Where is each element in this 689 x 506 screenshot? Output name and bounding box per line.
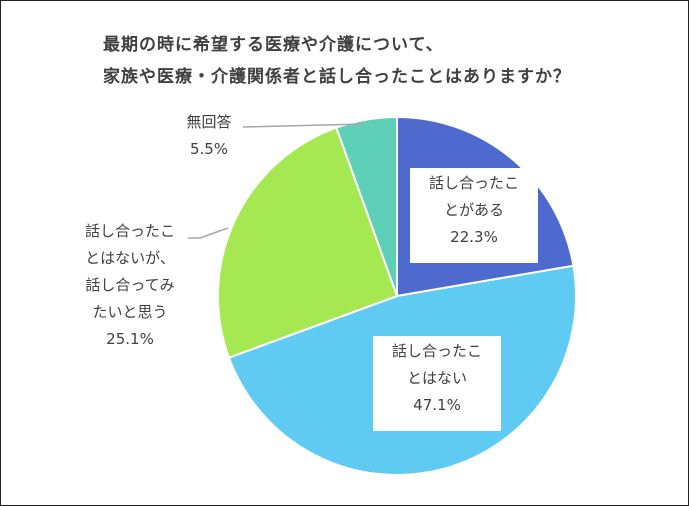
label-box-discussed [410,168,538,263]
slice-value-not-discussed: 47.1% [413,396,461,414]
slice-category-discussed: 話し合ったこ [429,174,519,192]
slice-label-no-answer: 無回答 5.5% [186,113,231,158]
leader-line-not-yet-want-to [188,227,229,239]
slice-category-not-discussed: とはない [407,369,467,387]
slice-value-no-answer: 5.5% [190,140,228,158]
pie-slice-not-yet-want-to [217,126,399,359]
chart-title-line-2: 家族や医療・介護関係者と話し合ったことはありますか？ [103,67,571,87]
slice-category-not-discussed: 話し合ったこ [392,342,482,360]
slice-value-not-yet-want-to: 25.1% [106,330,154,348]
slice-category-no-answer: 無回答 [186,113,231,131]
leader-line-no-answer [242,123,366,128]
label-box-not-discussed [373,336,501,431]
slice-category-discussed: とがある [444,201,504,219]
pie-slice-no-answer [335,115,398,297]
slice-category-not-yet-want-to: 話し合ったこ [85,222,175,240]
slice-category-not-yet-want-to: たいと思う [92,303,167,321]
slice-category-not-yet-want-to: 話し合ってみ [85,276,174,294]
chart-title-line-1: 最期の時に希望する医療や介護について、 [103,35,444,55]
chart-title: 最期の時に希望する医療や介護について、 家族や医療・介護関係者と話し合ったことは… [103,29,571,93]
slice-category-not-yet-want-to: とはないが、 [85,249,175,267]
slice-value-discussed: 22.3% [450,228,498,246]
